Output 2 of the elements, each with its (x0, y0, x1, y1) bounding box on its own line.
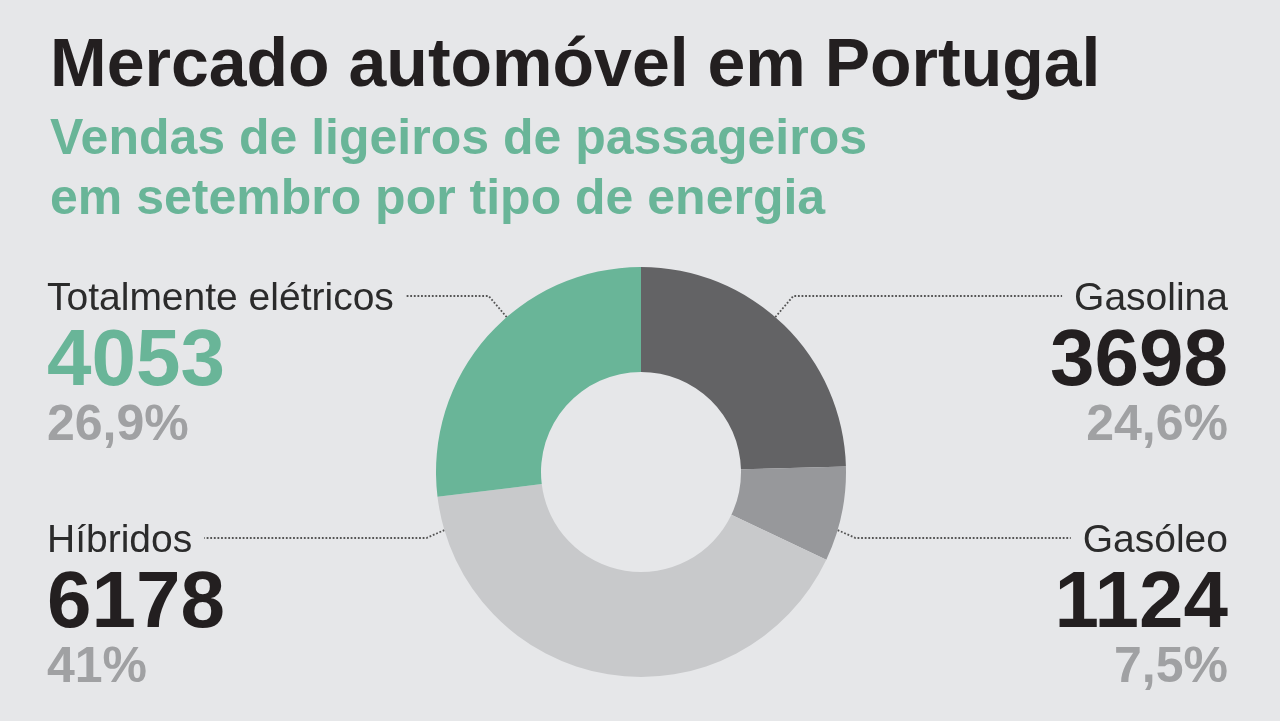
chart-subtitle: Vendas de ligeiros de passageiros em setembro por tipo de energia (50, 109, 881, 225)
chart-title: Mercado automóvel em Portugal (50, 24, 1101, 100)
